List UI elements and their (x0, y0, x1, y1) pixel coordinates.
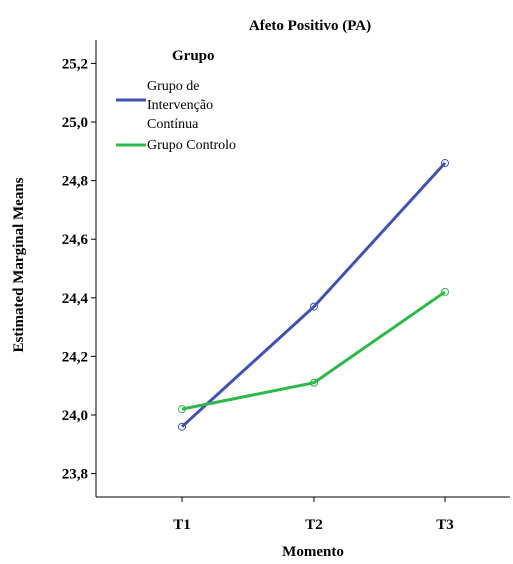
x-tick-label: T1 (173, 517, 191, 533)
legend-title: Grupo (172, 48, 215, 64)
series-line (181, 290, 446, 411)
y-tick-label: 25,2 (62, 56, 88, 72)
axes (95, 40, 510, 498)
legend-label-line: Intervenção (147, 98, 213, 113)
legend-label-line: Grupo Controlo (147, 138, 236, 153)
series-layer (178, 159, 449, 431)
chart-title: Afeto Positivo (PA) (249, 18, 371, 34)
y-tick-label: 24,2 (62, 349, 88, 365)
y-tick-label: 24,4 (62, 291, 89, 307)
data-point (178, 422, 186, 431)
legend-label: Grupo Controlo (147, 138, 236, 153)
ticks: 23,8 24,0 24,2 24,4 24,6 24,8 25,0 25,2 T1 T2 T3 (62, 56, 454, 533)
x-tick-label: T3 (436, 517, 454, 533)
data-point (310, 302, 318, 311)
data-point (310, 378, 318, 387)
y-tick-label: 24,6 (62, 232, 89, 248)
legend: Grupo Grupo de Intervenção Contínua Grupo Co… (116, 48, 236, 153)
x-axis-label: Momento (282, 544, 344, 560)
y-tick-label: 23,8 (62, 467, 88, 483)
y-tick-label: 24,0 (62, 408, 88, 424)
legend-label-line: Grupo de (147, 79, 200, 94)
x-tick-label: T2 (305, 517, 323, 533)
y-tick-label: 24,8 (62, 174, 88, 190)
data-point (441, 287, 449, 296)
legend-label: Grupo de Intervenção Contínua (147, 79, 213, 132)
series-line (180, 162, 447, 428)
legend-label-line: Contínua (147, 117, 199, 132)
data-point (441, 159, 449, 168)
y-axis-label: Estimated Marginal Means (11, 177, 27, 352)
y-tick-label: 25,0 (62, 115, 88, 131)
data-point (178, 405, 186, 414)
